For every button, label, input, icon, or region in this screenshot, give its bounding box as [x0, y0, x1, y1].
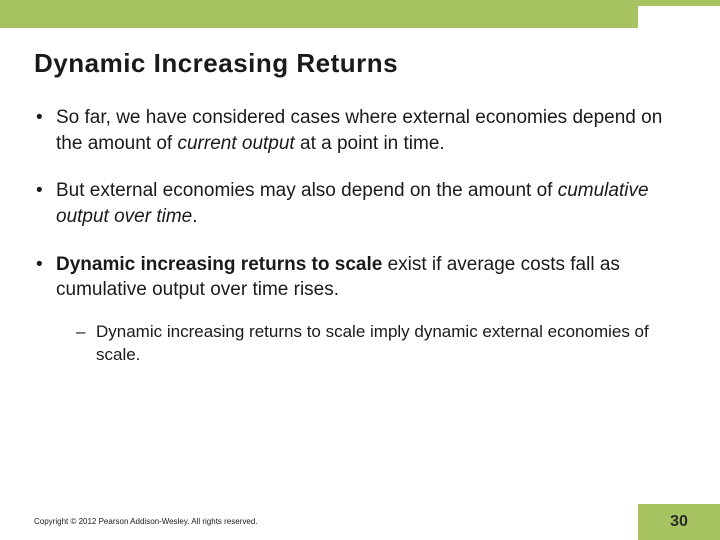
top-accent-bar — [0, 0, 720, 28]
bullet-3: Dynamic increasing returns to scale exis… — [34, 252, 686, 367]
page-number: 30 — [670, 513, 688, 531]
copyright-text: Copyright © 2012 Pearson Addison-Wesley.… — [34, 517, 258, 526]
bullet-2: But external economies may also depend o… — [34, 178, 686, 229]
slide-content: Dynamic Increasing Returns So far, we ha… — [0, 28, 720, 367]
slide-title: Dynamic Increasing Returns — [34, 48, 686, 79]
bullet-1-post: at a point in time. — [295, 133, 445, 154]
sub-list: Dynamic increasing returns to scale impl… — [56, 321, 686, 367]
bullet-list: So far, we have considered cases where e… — [34, 105, 686, 367]
page-number-box: 30 — [638, 504, 720, 540]
top-bar-cutout — [638, 6, 720, 28]
bullet-1-em: current output — [177, 133, 294, 154]
sub-bullet-1: Dynamic increasing returns to scale impl… — [56, 321, 686, 367]
bullet-3-bold: Dynamic increasing returns to scale — [56, 254, 382, 275]
bullet-2-post: . — [192, 206, 197, 227]
bullet-2-pre: But external economies may also depend o… — [56, 180, 558, 201]
bullet-1: So far, we have considered cases where e… — [34, 105, 686, 156]
